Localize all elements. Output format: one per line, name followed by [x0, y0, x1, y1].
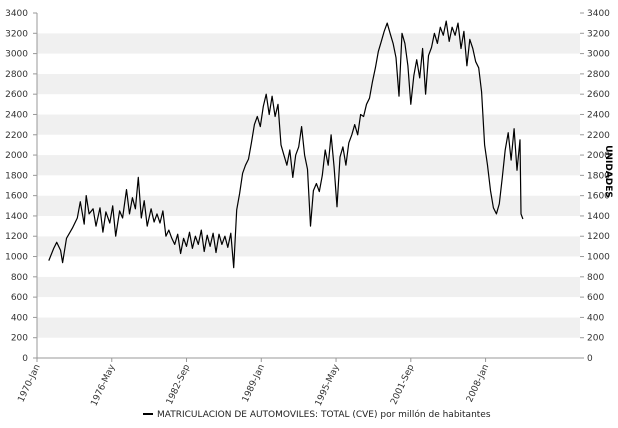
y-tick-label-right: 3400: [587, 9, 610, 19]
grid-band: [37, 134, 580, 156]
y-tick-label-right: 2600: [587, 90, 610, 100]
x-tick-label: 1982-Sep: [165, 363, 192, 407]
grid-band: [37, 317, 580, 338]
x-tick-label: 1976-May: [89, 362, 117, 407]
y-tick-label-right: 2000: [587, 151, 610, 161]
y-tick-label-left: 1800: [5, 171, 28, 181]
grid-band: [37, 276, 580, 298]
y-axis-right: 0 200 400 600 800 1000 1200 1400 1600 1800 2000 220…: [580, 9, 610, 364]
y-tick-label-left: 1200: [5, 232, 28, 242]
y-tick-label-right: 1800: [587, 171, 610, 181]
y-tick-label-left: 200: [11, 334, 28, 344]
y-tick-label-right: 1000: [587, 253, 610, 263]
grid-band: [37, 53, 580, 74]
y-tick-label-left: 400: [11, 313, 28, 323]
grid-band: [37, 256, 580, 277]
y-tick-label-left: 1000: [5, 253, 28, 263]
right-axis-title: UNIDADES: [603, 145, 613, 198]
grid-band: [37, 155, 580, 176]
y-tick-label-right: 2200: [587, 131, 610, 141]
y-tick-label-right: 1200: [587, 232, 610, 242]
y-tick-label-right: 400: [587, 313, 604, 323]
y-tick-label-left: 3000: [5, 50, 28, 60]
x-tick-label: 1989-Jan: [241, 363, 267, 404]
y-tick-label-right: 3000: [587, 50, 610, 60]
y-tick-label-right: 1600: [587, 192, 610, 202]
series-line: [48, 20, 524, 269]
y-tick-label-right: 800: [587, 273, 604, 283]
y-tick-label-left: 3200: [5, 29, 28, 39]
grid-band: [37, 94, 580, 115]
y-tick-label-left: 2400: [5, 110, 28, 120]
x-tick-label: 1970-Jan: [17, 363, 43, 404]
y-tick-label-left: 1600: [5, 192, 28, 202]
legend: MATRICULACION DE AUTOMOVILES: TOTAL (CVE…: [143, 409, 491, 420]
grid-band: [37, 215, 580, 237]
y-tick-label-left: 600: [11, 293, 28, 303]
grid-band: [37, 195, 580, 216]
y-tick-label-right: 200: [587, 334, 604, 344]
grid-band: [37, 33, 580, 54]
y-tick-label-left: 800: [11, 273, 28, 283]
grid-band: [37, 114, 580, 135]
grid-band: [37, 297, 580, 318]
x-tick-label: 2008-Jan: [465, 363, 491, 404]
y-tick-label-left: 1400: [5, 212, 28, 222]
x-tick-label: 1995-May: [314, 362, 342, 407]
x-tick-label: 2001-Sep: [389, 363, 416, 407]
y-tick-label-left: 3400: [5, 9, 28, 19]
y-axis-left: 0 200 400 600 800 1000 1200 1400 1600 1800 2000 220…: [5, 9, 37, 364]
y-tick-label-right: 2800: [587, 70, 610, 80]
y-tick-label-left: 2800: [5, 70, 28, 80]
grid-band: [37, 13, 580, 34]
grid-band: [37, 337, 580, 358]
y-tick-label-right: 0: [587, 354, 593, 364]
y-tick-label-right: 2400: [587, 110, 610, 120]
y-tick-label-right: 1400: [587, 212, 610, 222]
y-tick-label-left: 2200: [5, 131, 28, 141]
grid-band: [37, 73, 580, 95]
y-tick-label-right: 600: [587, 293, 604, 303]
grid-band: [37, 236, 580, 257]
legend-label: MATRICULACION DE AUTOMOVILES: TOTAL (CVE…: [157, 409, 491, 420]
y-tick-label-left: 0: [22, 354, 28, 364]
x-axis: 1970-Jan 1976-May 1982-Sep 1989-Jan 1995-May…: [17, 358, 491, 408]
y-tick-label-right: 3200: [587, 29, 610, 39]
y-tick-label-left: 2600: [5, 90, 28, 100]
y-tick-label-left: 2000: [5, 151, 28, 161]
